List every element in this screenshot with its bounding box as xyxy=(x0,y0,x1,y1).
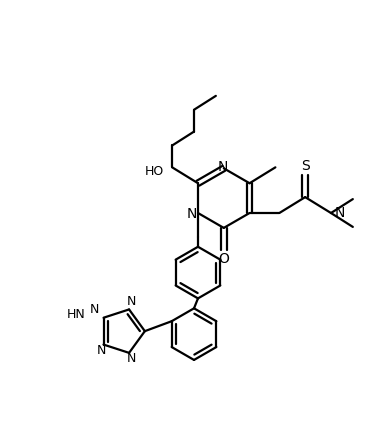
Text: S: S xyxy=(301,159,310,173)
Text: O: O xyxy=(218,252,229,266)
Text: N: N xyxy=(90,303,100,316)
Text: N: N xyxy=(335,206,345,220)
Text: N: N xyxy=(97,344,106,357)
Text: N: N xyxy=(126,352,136,366)
Text: HN: HN xyxy=(67,308,86,321)
Text: HO: HO xyxy=(145,165,164,178)
Text: N: N xyxy=(126,295,136,308)
Text: N: N xyxy=(218,160,228,174)
Text: N: N xyxy=(187,207,197,221)
